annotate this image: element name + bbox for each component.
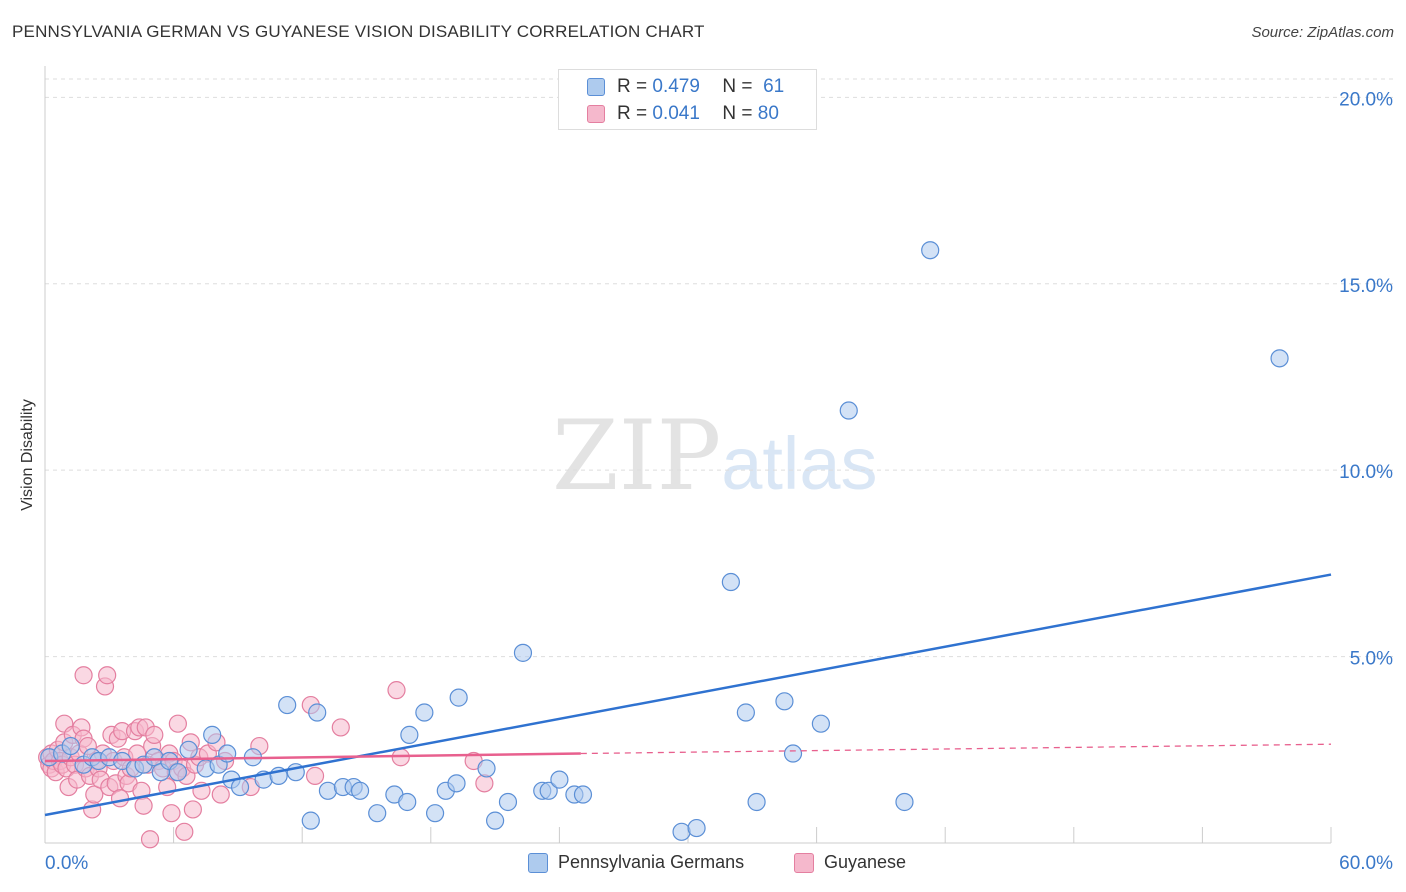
point-guyanese (475, 774, 494, 793)
point-pennsylvania-germans (747, 792, 766, 812)
pink-swatch (587, 105, 605, 123)
point-guyanese (183, 800, 202, 819)
point-pennsylvania-germans (368, 804, 387, 823)
point-pennsylvania-germans (278, 695, 297, 715)
legend-label: Pennsylvania Germans (558, 852, 745, 872)
point-pennsylvania-germans (230, 777, 250, 797)
point-pennsylvania-germans (921, 241, 940, 260)
point-guyanese (387, 681, 406, 700)
blue-swatch (528, 852, 548, 873)
series-legend: Pennsylvania Germans Guyanese (0, 852, 1406, 878)
point-pennsylvania-germans (477, 759, 496, 778)
point-pennsylvania-germans (672, 822, 691, 841)
y-tick-label: 10.0% (1339, 462, 1393, 483)
trend-line-guyanese (44, 752, 581, 763)
point-guyanese (145, 725, 164, 744)
n-label: N = (722, 76, 753, 97)
watermark-zip: ZIP (552, 400, 722, 512)
point-pennsylvania-germans (687, 818, 706, 838)
stats-row-pennsylvania-germans: R = 0.479 N = 61 (559, 74, 784, 100)
n-value: 61 (763, 76, 785, 97)
point-pennsylvania-germans (449, 688, 468, 707)
y-tick-label: 5.0% (1350, 649, 1393, 670)
point-pennsylvania-germans (775, 692, 794, 711)
legend-item-pennsylvania-germans: Pennsylvania Germans (528, 852, 744, 873)
n-label: N = (722, 103, 753, 124)
point-pennsylvania-germans (539, 781, 558, 800)
x-tick-label: 60.0% (1339, 853, 1393, 874)
point-pennsylvania-germans (425, 804, 445, 823)
source-label: Source: ZipAtlas.com (1251, 24, 1394, 41)
point-pennsylvania-germans (550, 770, 569, 789)
stats-legend: R = 0.479 N = 61 R = 0.041 N = 80 (558, 69, 817, 130)
point-pennsylvania-germans (61, 736, 80, 756)
point-pennsylvania-germans (513, 643, 533, 662)
point-guyanese (140, 830, 160, 849)
point-guyanese (331, 718, 350, 737)
point-pennsylvania-germans (721, 572, 740, 592)
r-value: 0.041 (652, 103, 700, 124)
point-guyanese (305, 766, 325, 785)
watermark-atlas: atlas (721, 422, 878, 505)
point-pennsylvania-germans (1270, 349, 1289, 368)
point-guyanese (83, 800, 102, 819)
point-pennsylvania-germans (839, 401, 858, 420)
x-tick-label: 0.0% (45, 853, 88, 874)
watermark: ZIPatlas (552, 400, 878, 512)
point-guyanese (110, 789, 130, 808)
point-pennsylvania-germans (447, 774, 466, 793)
trend-line-guyanese-extension (580, 743, 1332, 755)
legend-label: Guyanese (824, 852, 907, 872)
point-pennsylvania-germans (736, 703, 755, 722)
point-pennsylvania-germans (573, 785, 593, 804)
point-pennsylvania-germans (168, 763, 187, 782)
n-value: 80 (757, 103, 779, 124)
point-guyanese (211, 785, 230, 804)
point-pennsylvania-germans (415, 703, 434, 722)
point-pennsylvania-germans (783, 744, 803, 763)
point-guyanese (98, 666, 117, 685)
r-value: 0.479 (652, 76, 700, 97)
point-pennsylvania-germans (398, 792, 417, 812)
point-pennsylvania-germans (179, 740, 198, 759)
chart-title: PENNSYLVANIA GERMAN VS GUYANESE VISION D… (12, 22, 705, 41)
y-tick-label: 15.0% (1339, 276, 1393, 297)
point-guyanese (134, 796, 153, 815)
point-guyanese (168, 714, 187, 733)
point-pennsylvania-germans (318, 781, 338, 800)
y-tick-label: 20.0% (1339, 89, 1393, 110)
point-pennsylvania-germans (301, 811, 320, 830)
r-label: R = (617, 103, 648, 124)
legend-item-guyanese: Guyanese (794, 852, 906, 873)
point-pennsylvania-germans (498, 792, 518, 812)
point-guyanese (162, 804, 181, 823)
stats-row-guyanese: R = 0.041 N = 80 (559, 101, 779, 127)
point-pennsylvania-germans (811, 714, 830, 733)
r-label: R = (617, 76, 648, 97)
blue-swatch (587, 78, 605, 96)
point-pennsylvania-germans (400, 725, 419, 744)
trend-line-pennsylvania-germans (44, 573, 1332, 817)
point-pennsylvania-germans (350, 781, 370, 800)
point-pennsylvania-germans (308, 703, 327, 722)
point-pennsylvania-germans (895, 792, 914, 812)
point-guyanese (175, 822, 194, 841)
pink-swatch (794, 852, 814, 873)
point-pennsylvania-germans (486, 811, 505, 830)
point-guyanese (74, 666, 93, 685)
point-pennsylvania-germans (203, 725, 222, 744)
